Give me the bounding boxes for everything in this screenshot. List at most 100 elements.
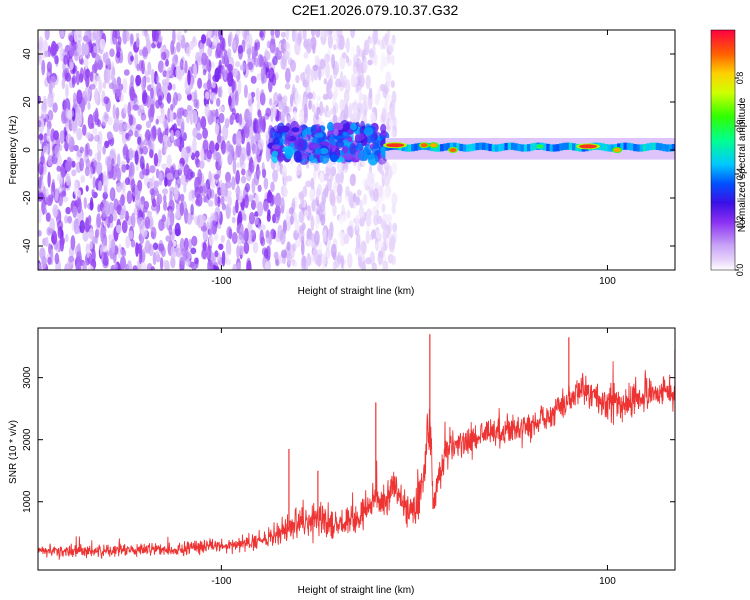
spectrogram-cell xyxy=(142,47,148,58)
spectrogram-cell xyxy=(155,118,159,125)
carrier-segment xyxy=(494,144,499,152)
carrier-segment xyxy=(626,142,631,150)
spectrogram-cell xyxy=(334,86,339,98)
spectrogram-cell xyxy=(268,67,275,83)
spectrogram-cell xyxy=(342,75,347,89)
spectrogram-cell xyxy=(121,249,127,257)
spectrogram-cell xyxy=(274,208,280,224)
spectrogram-cell xyxy=(41,59,46,76)
spectrogram-cell xyxy=(246,168,252,182)
spectrogram-cell xyxy=(175,65,182,80)
spectrogram-cell xyxy=(295,165,302,176)
spectrogram-cell xyxy=(95,228,100,238)
spectrogram-cell xyxy=(135,32,140,40)
carrier-segment xyxy=(604,144,608,152)
hotspot xyxy=(579,144,598,149)
spectrogram-cell xyxy=(333,44,337,51)
spectrogram-cell xyxy=(121,220,128,234)
spectrogram-cell xyxy=(285,30,290,41)
spectrogram-cell xyxy=(260,224,266,231)
spectrogram-cell xyxy=(134,130,139,138)
spectrogram-cell xyxy=(254,131,261,142)
spectrogram-y-label: Frequency (Hz) xyxy=(8,116,19,185)
spectrogram-cell xyxy=(239,153,244,167)
spectrogram-cell xyxy=(108,234,113,242)
spectrogram-cell xyxy=(48,81,53,95)
spectrogram-cell xyxy=(103,226,107,235)
spectrogram-cell xyxy=(176,137,181,148)
spectrogram-cell xyxy=(170,129,174,142)
spectrogram-cell xyxy=(98,180,103,192)
carrier-segment xyxy=(510,142,515,150)
spectrogram-cell xyxy=(374,242,379,250)
spectrogram-cell xyxy=(130,74,135,86)
spectrogram-cell xyxy=(102,171,107,182)
carrier-segment xyxy=(523,144,528,152)
spectrogram-cell xyxy=(314,132,324,138)
spectrogram-cell xyxy=(77,242,81,253)
spectrogram-cell xyxy=(373,187,379,202)
spectrogram-cell xyxy=(87,114,94,130)
spectrogram-cell xyxy=(390,80,395,88)
spectrogram-cell xyxy=(111,239,116,254)
spectrogram-cell xyxy=(71,160,76,168)
carrier-segment xyxy=(427,143,432,151)
spectrogram-cell xyxy=(65,172,71,186)
spectrogram-cell xyxy=(301,235,305,246)
spectrogram-cell xyxy=(54,252,60,265)
spectrogram-cell xyxy=(298,210,305,224)
spectrogram-cell xyxy=(163,259,167,268)
spectrogram-cell xyxy=(265,107,272,117)
carrier-segment xyxy=(414,143,419,151)
spectrogram-cell xyxy=(225,203,231,220)
spectrogram-cell xyxy=(227,48,232,61)
spectrogram-cell xyxy=(259,92,266,106)
spectrogram-cell xyxy=(347,252,353,269)
carrier-segment xyxy=(501,143,506,151)
spectrogram-cell xyxy=(339,99,344,111)
spectrogram-cell xyxy=(290,214,294,225)
spectrogram-cell xyxy=(284,41,290,50)
spectrogram-cell xyxy=(165,59,169,67)
spectrogram-cell xyxy=(57,185,64,193)
spectrogram-cell xyxy=(372,53,378,66)
spectrogram-cell xyxy=(152,242,159,251)
spectrogram-cell xyxy=(38,263,42,270)
spectrogram-cell xyxy=(135,124,142,131)
spectrogram-cell xyxy=(340,171,344,184)
spectrogram-cell xyxy=(383,161,390,171)
spectrogram-cell xyxy=(176,31,183,42)
spectrogram-cell xyxy=(211,81,216,89)
spectrogram-cell xyxy=(322,93,329,100)
spectrogram-cell xyxy=(262,168,267,179)
spectrogram-cell xyxy=(123,69,130,76)
spectrogram-cell xyxy=(70,235,76,251)
spectrogram-cell xyxy=(200,225,207,232)
spectrogram-cell xyxy=(59,174,63,186)
carrier-segment xyxy=(462,144,467,152)
spectrogram-cell xyxy=(343,233,350,245)
spectrogram-cell xyxy=(130,88,136,102)
spectrogram-cell xyxy=(321,253,327,266)
spectrogram-cell xyxy=(294,137,306,151)
spectrogram-cell xyxy=(265,229,270,239)
spectrogram-cell xyxy=(327,88,333,98)
spectrogram-cell xyxy=(59,130,65,144)
spectrogram-cell xyxy=(85,158,91,171)
spectrogram-cell xyxy=(331,54,336,70)
spectrogram-cell xyxy=(371,106,377,114)
spectrogram-cell xyxy=(165,235,171,242)
spectrogram-cell xyxy=(366,135,374,144)
spectrogram-cell xyxy=(180,174,187,186)
spectrogram-cell xyxy=(149,165,156,174)
spectrogram-cell xyxy=(123,122,130,131)
spectrogram-cell xyxy=(87,265,94,270)
spectrogram-cell xyxy=(324,30,330,37)
spectrogram-cell xyxy=(183,247,189,262)
spectrogram-cell xyxy=(82,35,89,42)
carrier-segment xyxy=(459,143,464,152)
spectrogram-cell xyxy=(382,227,387,242)
spectrogram-cell xyxy=(235,262,242,270)
spectrogram-cell xyxy=(135,74,142,87)
spectrogram-cell xyxy=(108,202,115,217)
